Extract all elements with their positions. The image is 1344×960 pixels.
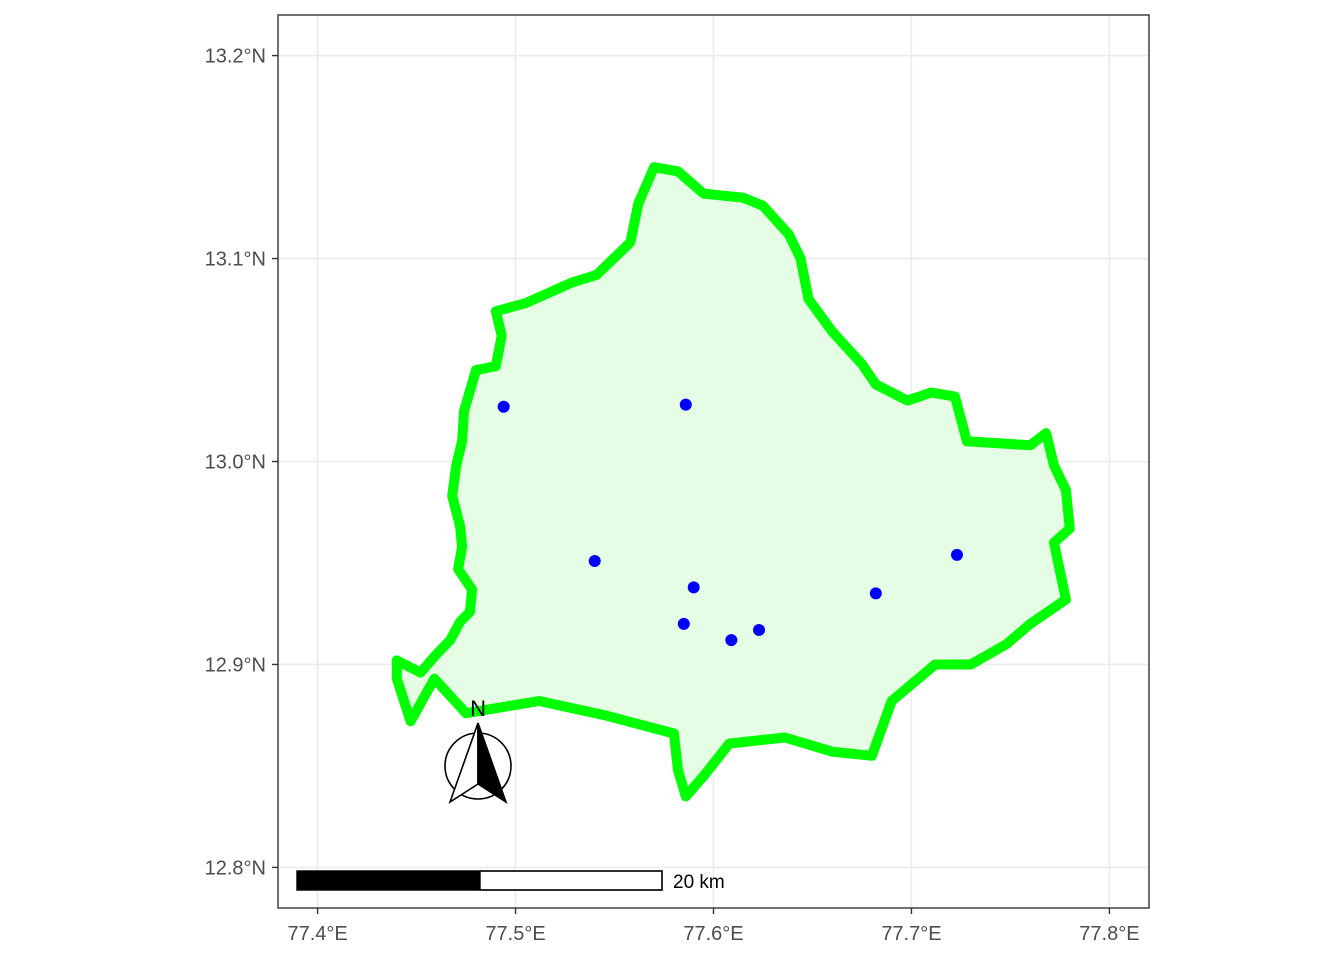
location-point	[687, 581, 700, 594]
scale-bar-label: 20 km	[673, 872, 725, 893]
north-arrow-right-half	[477, 722, 508, 804]
scale-bar-outline	[296, 870, 663, 891]
north-arrow-icon: N	[444, 696, 512, 804]
location-point	[677, 617, 690, 630]
scale-bar: 20 km	[296, 870, 725, 893]
y-tick-label: 13.2°N	[205, 46, 266, 68]
location-point	[679, 398, 692, 411]
north-arrow-letter: N	[470, 696, 486, 721]
y-tick-label: 12.8°N	[205, 857, 266, 879]
x-tick-label: 77.5°E	[485, 923, 545, 945]
x-tick-label: 77.8°E	[1079, 923, 1139, 945]
y-tick-label: 13.0°N	[205, 452, 266, 474]
city-boundary	[391, 162, 1075, 802]
location-point	[753, 623, 766, 636]
scale-bar-white-segment	[479, 870, 663, 891]
location-point	[869, 587, 882, 600]
location-point	[950, 548, 963, 561]
location-point	[497, 400, 510, 413]
y-axis-ticks: 12.8°N 12.9°N 13.0°N 13.1°N 13.2°N	[205, 46, 278, 879]
x-axis-ticks: 77.4°E 77.5°E 77.6°E 77.7°E 77.8°E	[287, 908, 1140, 945]
location-point	[725, 634, 738, 647]
y-tick-label: 13.1°N	[205, 249, 266, 271]
location-point	[588, 554, 601, 567]
y-tick-label: 12.9°N	[205, 654, 266, 676]
scale-bar-black-segment	[297, 871, 480, 890]
city-boundary-layer	[391, 162, 1075, 802]
north-arrow-left-half	[448, 722, 479, 804]
x-tick-label: 77.6°E	[683, 923, 743, 945]
point-markers	[497, 398, 963, 647]
x-tick-label: 77.4°E	[287, 923, 347, 945]
x-tick-label: 77.7°E	[881, 923, 941, 945]
